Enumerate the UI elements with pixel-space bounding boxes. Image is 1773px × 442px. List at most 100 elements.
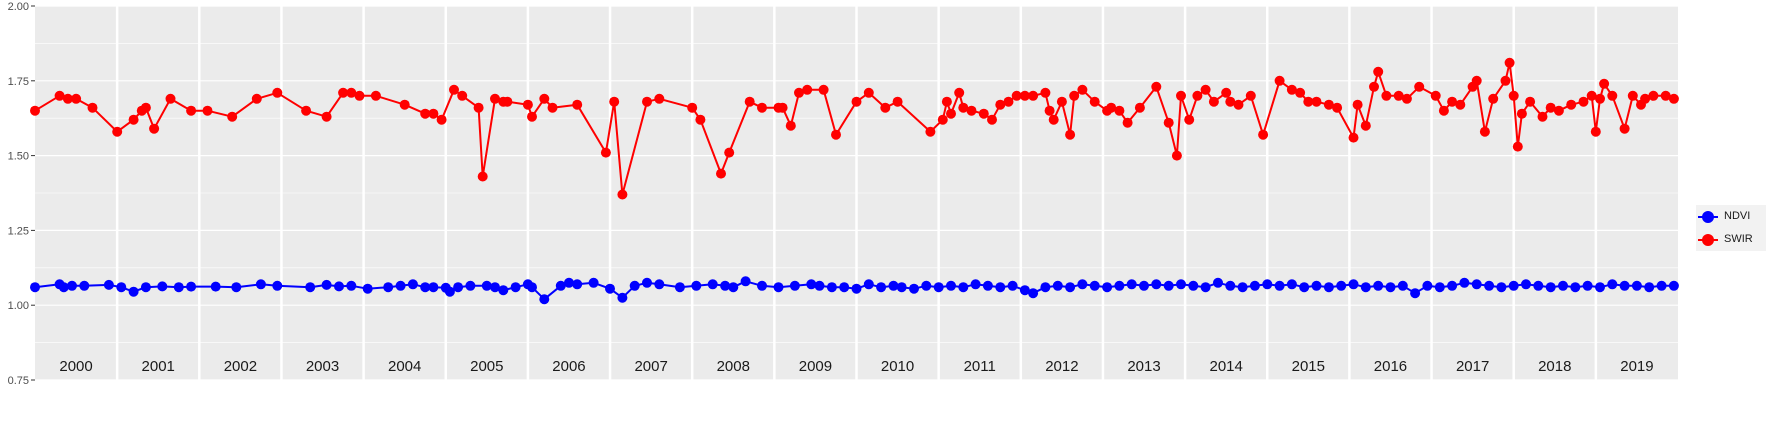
swir-point bbox=[338, 87, 349, 98]
swir-point bbox=[1566, 99, 1577, 110]
ndvi-point bbox=[1668, 280, 1679, 291]
ndvi-point bbox=[1644, 282, 1655, 293]
swir-point bbox=[880, 102, 891, 113]
ndvi-point bbox=[255, 279, 266, 290]
year-label: 2001 bbox=[142, 358, 175, 375]
swir-point bbox=[995, 99, 1006, 110]
ndvi-point bbox=[617, 292, 628, 303]
swir-point bbox=[272, 87, 283, 98]
swir-point bbox=[149, 123, 160, 134]
ndvi-point bbox=[1163, 280, 1174, 291]
ndvi-point bbox=[1139, 280, 1149, 291]
ndvi-point bbox=[1102, 282, 1113, 293]
ndvi-point bbox=[1434, 282, 1445, 293]
swir-point bbox=[1151, 81, 1162, 92]
year-label: 2011 bbox=[964, 358, 996, 375]
year-label: 2017 bbox=[1456, 358, 1489, 375]
swir-point bbox=[1471, 75, 1482, 86]
ndvi-point bbox=[876, 282, 887, 293]
ndvi-point bbox=[1570, 282, 1581, 293]
swir-point bbox=[987, 114, 997, 125]
swir-point bbox=[1122, 117, 1133, 128]
swir-point bbox=[1221, 87, 1232, 98]
swir-point bbox=[112, 126, 123, 137]
swir-point bbox=[1512, 141, 1523, 152]
ndvi-point bbox=[453, 282, 464, 293]
ndvi-point bbox=[958, 282, 969, 293]
ndvi-point bbox=[420, 282, 431, 293]
ndvi-point bbox=[1065, 282, 1076, 293]
swir-point bbox=[642, 96, 652, 107]
ndvi-point bbox=[1410, 288, 1421, 299]
ndvi-point bbox=[555, 280, 566, 291]
swir-point bbox=[863, 87, 874, 98]
swir-point bbox=[370, 90, 381, 101]
ndvi-point bbox=[1471, 279, 1482, 290]
ndvi-point bbox=[1619, 280, 1630, 291]
swir-point bbox=[777, 102, 788, 113]
ndvi-point bbox=[444, 286, 455, 297]
y-tick-label: 1.50 bbox=[8, 151, 29, 163]
swir-point bbox=[1590, 126, 1601, 137]
swir-point bbox=[1619, 123, 1630, 134]
ndvi-point bbox=[1225, 280, 1236, 291]
ndvi-point bbox=[1077, 279, 1088, 290]
year-label: 2008 bbox=[717, 358, 750, 375]
legend-swatch-swir bbox=[1698, 234, 1718, 246]
swir-point bbox=[1607, 90, 1618, 101]
year-label: 2006 bbox=[552, 358, 585, 375]
year-label: 2004 bbox=[388, 358, 421, 375]
year-label: 2007 bbox=[634, 358, 667, 375]
swir-point bbox=[1106, 102, 1117, 113]
y-axis: 0.75 1.00 1.25 1.50 1.75 2.00 bbox=[8, 1, 35, 387]
ndvi-point bbox=[1151, 279, 1162, 290]
swir-point bbox=[1352, 99, 1363, 110]
ndvi-point bbox=[1311, 280, 1322, 291]
swir-point bbox=[301, 105, 312, 116]
ndvi-point bbox=[30, 282, 40, 293]
ndvi-point bbox=[691, 280, 702, 291]
swir-point bbox=[1381, 90, 1392, 101]
ndvi-point bbox=[605, 283, 615, 294]
ndvi-point bbox=[1385, 282, 1396, 293]
y-tick-label: 1.75 bbox=[8, 76, 29, 88]
ndvi-point bbox=[1176, 279, 1186, 290]
swir-point bbox=[1373, 66, 1384, 77]
swir-point bbox=[436, 114, 447, 125]
swir-point bbox=[140, 102, 151, 113]
swir-point bbox=[1274, 75, 1285, 86]
ndvi-point bbox=[839, 282, 850, 293]
legend: NDVI SWIR bbox=[1696, 205, 1766, 251]
legend-label-swir: SWIR bbox=[1724, 233, 1753, 245]
swir-point bbox=[744, 96, 755, 107]
swir-point bbox=[1040, 87, 1051, 98]
swir-point bbox=[1332, 102, 1343, 113]
swir-point bbox=[958, 102, 969, 113]
ndvi-point bbox=[789, 280, 800, 291]
ndvi-point bbox=[116, 282, 127, 293]
ndvi-point bbox=[921, 280, 932, 291]
ndvi-point bbox=[334, 281, 344, 292]
ndvi-point bbox=[527, 282, 537, 293]
swir-point bbox=[87, 102, 98, 113]
ndvi-point bbox=[707, 279, 718, 290]
ndvi-point bbox=[1323, 282, 1334, 293]
series-ndvi bbox=[30, 276, 1679, 305]
swir-point bbox=[1048, 114, 1059, 125]
swir-point bbox=[892, 96, 903, 107]
legend-item-swir: SWIR bbox=[1696, 228, 1766, 251]
swir-point bbox=[851, 96, 862, 107]
swir-point bbox=[966, 105, 977, 116]
swir-point bbox=[1504, 57, 1515, 68]
swir-point bbox=[1077, 84, 1088, 95]
ndvi-point bbox=[1422, 280, 1433, 291]
swir-point bbox=[1393, 90, 1404, 101]
swir-point bbox=[1028, 90, 1039, 101]
swir-point bbox=[1114, 105, 1125, 116]
ndvi-point bbox=[642, 277, 652, 288]
swir-point bbox=[30, 105, 40, 116]
year-label: 2000 bbox=[59, 358, 92, 375]
swir-point bbox=[1348, 132, 1359, 143]
swir-point bbox=[831, 129, 841, 140]
